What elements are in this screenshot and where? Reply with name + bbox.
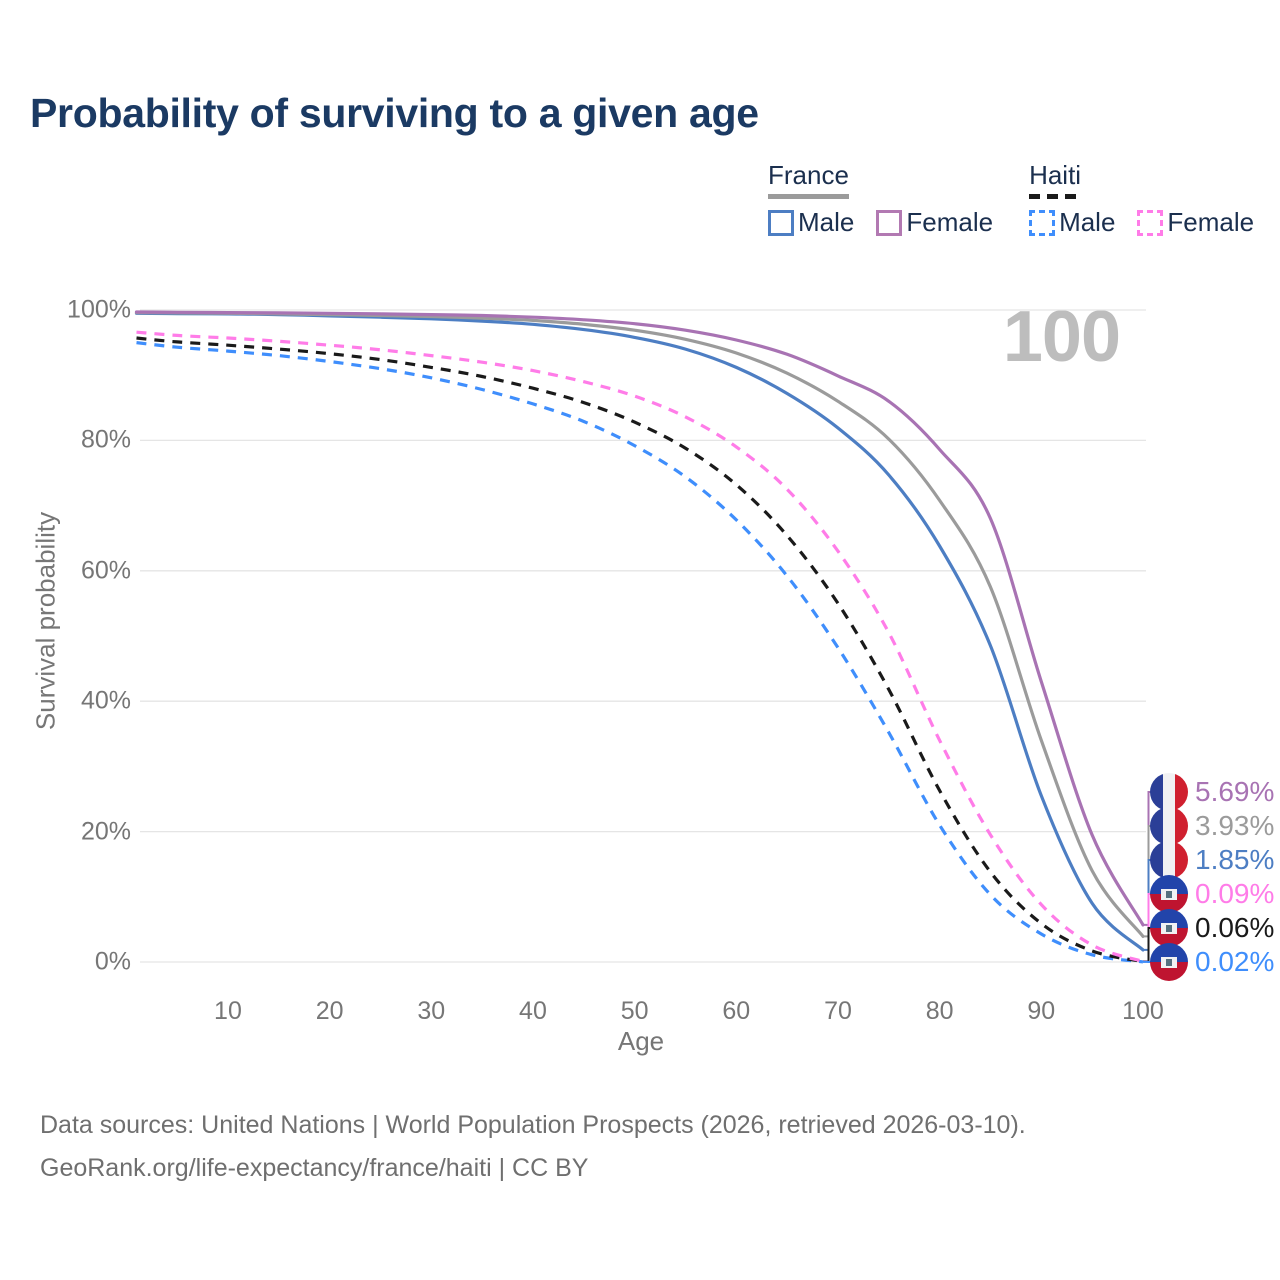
end-label-haiti_total: 0.06% — [1150, 909, 1274, 947]
haiti-flag-icon — [1150, 909, 1188, 947]
curve-france_total — [134, 311, 1145, 938]
x-tick-label: 80 — [925, 997, 954, 1025]
y-tick-label: 20% — [80, 817, 131, 846]
legend-item-label: Male — [798, 207, 855, 237]
x-tick-label: 30 — [417, 997, 446, 1025]
end-value: 0.09% — [1195, 878, 1275, 909]
legend-item-france-male[interactable]: Male — [768, 207, 854, 238]
x-tick-label: 20 — [315, 997, 344, 1025]
end-value: 3.93% — [1195, 810, 1275, 841]
curve-haiti_female — [136, 330, 1144, 963]
haiti-male-swatch-icon — [1029, 209, 1056, 236]
haiti-emblem — [1161, 922, 1177, 934]
france-flag-icon — [1150, 841, 1188, 879]
end-label-haiti_female: 0.09% — [1150, 875, 1274, 913]
france-male-swatch-icon — [768, 209, 794, 236]
x-tick-label: 40 — [519, 997, 547, 1025]
x-tick-label: 50 — [620, 997, 649, 1025]
curve-france_female — [134, 310, 1145, 927]
end-label-france_total: 3.93% — [1150, 807, 1274, 845]
end-value: 5.69% — [1195, 776, 1275, 807]
haiti-female-swatch-icon — [1137, 209, 1164, 236]
legend-item-france-female[interactable]: Female — [876, 207, 993, 238]
haiti-emblem — [1161, 956, 1177, 968]
legend-group-title-france: France — [768, 160, 849, 190]
france-line-style-swatch — [768, 194, 849, 199]
curve-haiti_total — [136, 336, 1144, 964]
legend-item-haiti-female[interactable]: Female — [1137, 207, 1254, 238]
x-tick-label: 100 — [1122, 997, 1164, 1025]
y-tick-label: 60% — [80, 556, 131, 585]
curve-france_male — [134, 311, 1145, 952]
end-value: 0.02% — [1195, 946, 1275, 977]
legend-group-france: France Male Female — [768, 160, 993, 238]
curve-haiti_male — [136, 341, 1144, 964]
haiti-flag-icon — [1150, 875, 1188, 913]
legend-item-label: Female — [906, 207, 994, 237]
legend-group-title-haiti: Haiti — [1029, 160, 1082, 190]
x-tick-label: 90 — [1027, 997, 1056, 1025]
y-tick-label: 80% — [80, 425, 131, 454]
y-tick-label: 0% — [94, 947, 131, 976]
legend-item-label: Female — [1167, 207, 1255, 237]
x-tick-label: 10 — [214, 997, 242, 1025]
end-label-france_male: 1.85% — [1150, 841, 1274, 879]
legend-item-haiti-male[interactable]: Male — [1029, 207, 1115, 238]
page-title: Probability of surviving to a given age — [30, 90, 759, 136]
legend-group-haiti: Haiti Male Female — [1029, 160, 1254, 238]
haiti-flag-icon — [1150, 943, 1188, 981]
data-source-line: Data sources: United Nations | World Pop… — [40, 1111, 1026, 1139]
haiti-line-style-swatch — [1029, 194, 1082, 199]
france-flag-icon — [1150, 807, 1188, 845]
end-value: 0.06% — [1195, 912, 1275, 943]
legend: France Male Female Haiti — [768, 160, 1254, 238]
x-tick-label: 70 — [824, 997, 852, 1025]
footer: Data sources: United Nations | World Pop… — [40, 1104, 1026, 1190]
y-tick-label: 100% — [67, 295, 131, 324]
france-flag-icon — [1150, 773, 1188, 811]
end-value: 1.85% — [1195, 844, 1275, 875]
x-tick-label: 60 — [722, 997, 751, 1025]
end-label-haiti_male: 0.02% — [1150, 943, 1274, 981]
haiti-emblem — [1161, 888, 1177, 900]
france-female-swatch-icon — [876, 209, 903, 236]
legend-item-label: Male — [1059, 207, 1116, 237]
end-label-france_female: 5.69% — [1150, 773, 1274, 811]
x-axis-title: Age — [617, 1026, 665, 1056]
y-tick-label: 40% — [80, 686, 131, 715]
attribution-line: GeoRank.org/life-expectancy/france/haiti… — [40, 1154, 589, 1182]
